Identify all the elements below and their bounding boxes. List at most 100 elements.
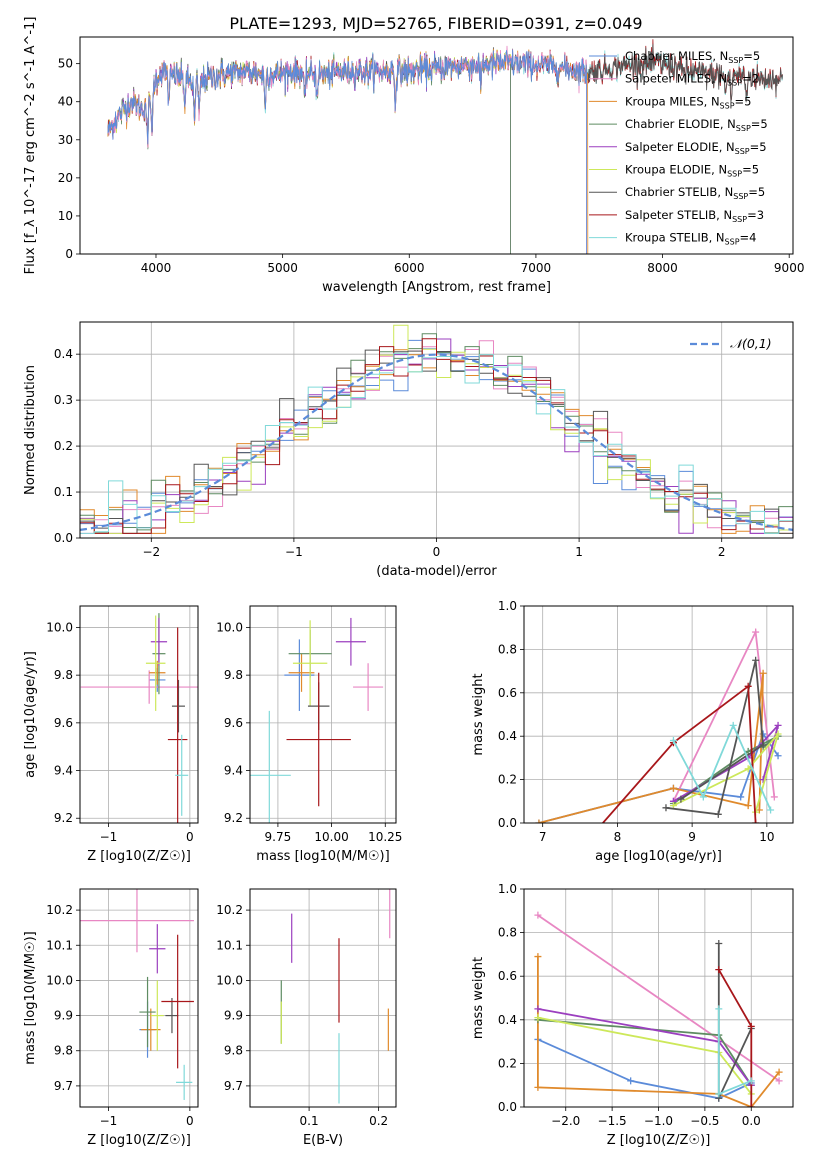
weight_vs_age-ylabel: mass weight bbox=[471, 673, 486, 755]
mass_vs_Z-xtick-label: 0 bbox=[186, 1114, 194, 1128]
normal-legend-label: 𝒩(0,1) bbox=[730, 336, 772, 351]
legend-subscript: SSP bbox=[720, 101, 735, 110]
weight_vs_age-point-marker bbox=[759, 669, 767, 677]
weight_vs_Z-point-marker bbox=[627, 1077, 635, 1085]
mass_vs_ebv-ytick-label: 10.2 bbox=[216, 903, 243, 917]
weight_vs_age-ytick-label: 0.0 bbox=[498, 816, 517, 830]
age_vs_Z-xtick-label: 0 bbox=[186, 830, 194, 844]
weight_vs_Z-xtick-label: 0.0 bbox=[742, 1114, 761, 1128]
legend-subscript: SSP bbox=[727, 170, 742, 179]
residual-histogram bbox=[80, 352, 793, 534]
mass_vs_Z-xlabel: Z [log10(Z/Z☉)] bbox=[87, 1133, 191, 1148]
weight_vs_Z-xtick-label: −1.0 bbox=[644, 1114, 673, 1128]
residuals-ylabel: Normed distribution bbox=[23, 365, 38, 495]
residual-histogram bbox=[80, 349, 793, 534]
spectrum-ytick-label: 10 bbox=[58, 209, 73, 223]
mass_vs_ebv-ytick-label: 10.1 bbox=[216, 938, 243, 952]
weight_vs_age-point-marker bbox=[759, 741, 767, 749]
weight_vs_age-point-marker bbox=[662, 804, 670, 812]
weight_vs_Z-point-marker bbox=[534, 953, 542, 961]
weight_vs_age-axes: 7 8 9 10 0.0 0.2 0.4 0.6 0.8 1.0 age [log10(age/yr… bbox=[471, 599, 793, 864]
residuals-frame bbox=[79, 321, 794, 539]
weight_vs_Z-ytick-label: 0.0 bbox=[498, 1100, 517, 1114]
legend-count: =5 bbox=[750, 140, 767, 154]
spectrum-series-group bbox=[107, 39, 783, 254]
chart-panels: 4000 5000 6000 7000 8000 900001020304050wavel… bbox=[23, 17, 804, 1148]
weight_vs_age-point-marker bbox=[774, 730, 782, 738]
mass_vs_Z-ytick-label: 9.8 bbox=[54, 1044, 73, 1058]
weight_vs_age-point-marker bbox=[669, 737, 677, 745]
legend-subscript: SSP bbox=[733, 192, 748, 201]
spectrum-ytick-label: 20 bbox=[58, 171, 73, 185]
mass_vs_ebv-ytick-label: 9.9 bbox=[224, 1009, 243, 1023]
spectrum-line-chabrier-stelib bbox=[107, 44, 783, 149]
spectrum-xlabel: wavelength [Angstrom, rest frame] bbox=[322, 280, 551, 295]
weight_vs_Z-lines bbox=[534, 911, 783, 1107]
residuals-ytick-label: 0.3 bbox=[54, 393, 73, 407]
weight_vs_Z-point-marker bbox=[715, 1090, 723, 1098]
weight_vs_Z-point-marker bbox=[747, 1103, 755, 1107]
weight_vs_age-point-marker bbox=[669, 784, 677, 792]
age_vs_Z-ytick-label: 9.4 bbox=[54, 764, 73, 778]
weight_vs_Z-series-line bbox=[537, 1038, 752, 1100]
age_vs_mass-xtick-label: 10.00 bbox=[314, 830, 348, 844]
age_vs_mass-ytick-label: 9.2 bbox=[224, 811, 243, 825]
weight_vs_Z-frame bbox=[523, 888, 794, 1108]
weight_vs_age-point-marker bbox=[714, 810, 722, 818]
mass_vs_ebv-ytick-label: 10.0 bbox=[216, 973, 243, 987]
weight_vs_age-ytick-label: 0.2 bbox=[498, 773, 517, 787]
age_vs_Z-xlabel: Z [log10(Z/Z☉)] bbox=[87, 849, 191, 864]
weight_vs_age-ytick-label: 1.0 bbox=[498, 599, 517, 613]
weight_vs_age-frame bbox=[523, 605, 794, 824]
legend-label: Chabrier ELODIE, NSSP=5 bbox=[625, 117, 768, 133]
weight_vs_Z-point-marker bbox=[715, 1005, 723, 1013]
weight_vs_Z-point-marker bbox=[775, 1077, 783, 1085]
mass_vs_Z-ytick-label: 10.2 bbox=[46, 903, 73, 917]
figure-title: PLATE=1293, MJD=52765, FIBERID=0391, z=0… bbox=[229, 14, 642, 33]
spectrum-xtick-label: 7000 bbox=[521, 261, 552, 275]
spectrum-ytick-label: 40 bbox=[58, 95, 73, 109]
weight_vs_age-point-marker bbox=[752, 656, 760, 664]
weight_vs_age-xtick-label: 7 bbox=[539, 830, 547, 844]
weight_vs_age-point-marker bbox=[677, 795, 685, 803]
spectrum-line-chabrier-elodie bbox=[107, 51, 511, 254]
spectrum-line-kroupa-elodie bbox=[107, 49, 511, 254]
age_vs_mass-xtick-label: 10.25 bbox=[368, 830, 402, 844]
weight_vs_age-point-marker bbox=[535, 819, 543, 823]
mass_vs_ebv-xtick-label: 0.1 bbox=[300, 1114, 319, 1128]
weight_vs_Z-series-line bbox=[717, 943, 753, 1099]
mass_vs_ebv-xtick-label: 0.2 bbox=[369, 1114, 388, 1128]
weight_vs_age-point-marker bbox=[737, 793, 745, 801]
weight_vs_age-point-marker bbox=[699, 793, 707, 801]
age_vs_mass-xtick-label: 9.75 bbox=[265, 830, 292, 844]
residuals-xtick-label: 1 bbox=[575, 545, 583, 559]
weight_vs_age-series-line bbox=[673, 733, 779, 813]
legend-count: =3 bbox=[747, 208, 764, 222]
legend-label: Chabrier STELIB, NSSP=5 bbox=[625, 185, 765, 201]
spectrum-ylabel: Flux [f_λ 10^-17 erg cm^-2 s^-1 A^-1] bbox=[23, 17, 38, 275]
weight_vs_Z-point-marker bbox=[534, 911, 542, 919]
residuals-xtick-label: 0 bbox=[433, 545, 441, 559]
weight_vs_Z-ytick-label: 0.4 bbox=[498, 1013, 517, 1027]
mass_vs_Z-xtick-label: −1 bbox=[100, 1114, 118, 1128]
normal-curve bbox=[80, 353, 793, 531]
weight_vs_age-ytick-label: 0.6 bbox=[498, 686, 517, 700]
weight_vs_Z-point-marker bbox=[775, 1068, 783, 1076]
spectrum-ytick-label: 50 bbox=[58, 57, 73, 71]
mass_vs_ebv-axes: 0.1 0.2 9.7 9.8 9.9 10.0 10.1 10.2 E(B-V) bbox=[216, 889, 396, 1148]
legend-count: =2 bbox=[742, 72, 759, 86]
spectrum-xtick-label: 5000 bbox=[267, 261, 298, 275]
spectrum-xtick-label: 6000 bbox=[394, 261, 425, 275]
weight_vs_age-xlabel: age [log10(age/yr)] bbox=[595, 849, 722, 864]
age_vs_Z-ytick-label: 9.6 bbox=[54, 716, 73, 730]
legend-subscript: SSP bbox=[725, 238, 740, 247]
weight_vs_age-point-marker bbox=[770, 793, 778, 801]
weight_vs_age-point-marker bbox=[729, 721, 737, 729]
weight_vs_age-xtick-label: 10 bbox=[759, 830, 774, 844]
mass_vs_ebv-ytick-label: 9.7 bbox=[224, 1079, 243, 1093]
legend-label: Kroupa STELIB, NSSP=4 bbox=[625, 231, 756, 247]
residuals-ytick-label: 0.1 bbox=[54, 485, 73, 499]
age_vs_mass-ytick-label: 9.4 bbox=[224, 764, 243, 778]
weight_vs_age-point-marker bbox=[752, 628, 760, 636]
legend-count: =5 bbox=[748, 185, 765, 199]
